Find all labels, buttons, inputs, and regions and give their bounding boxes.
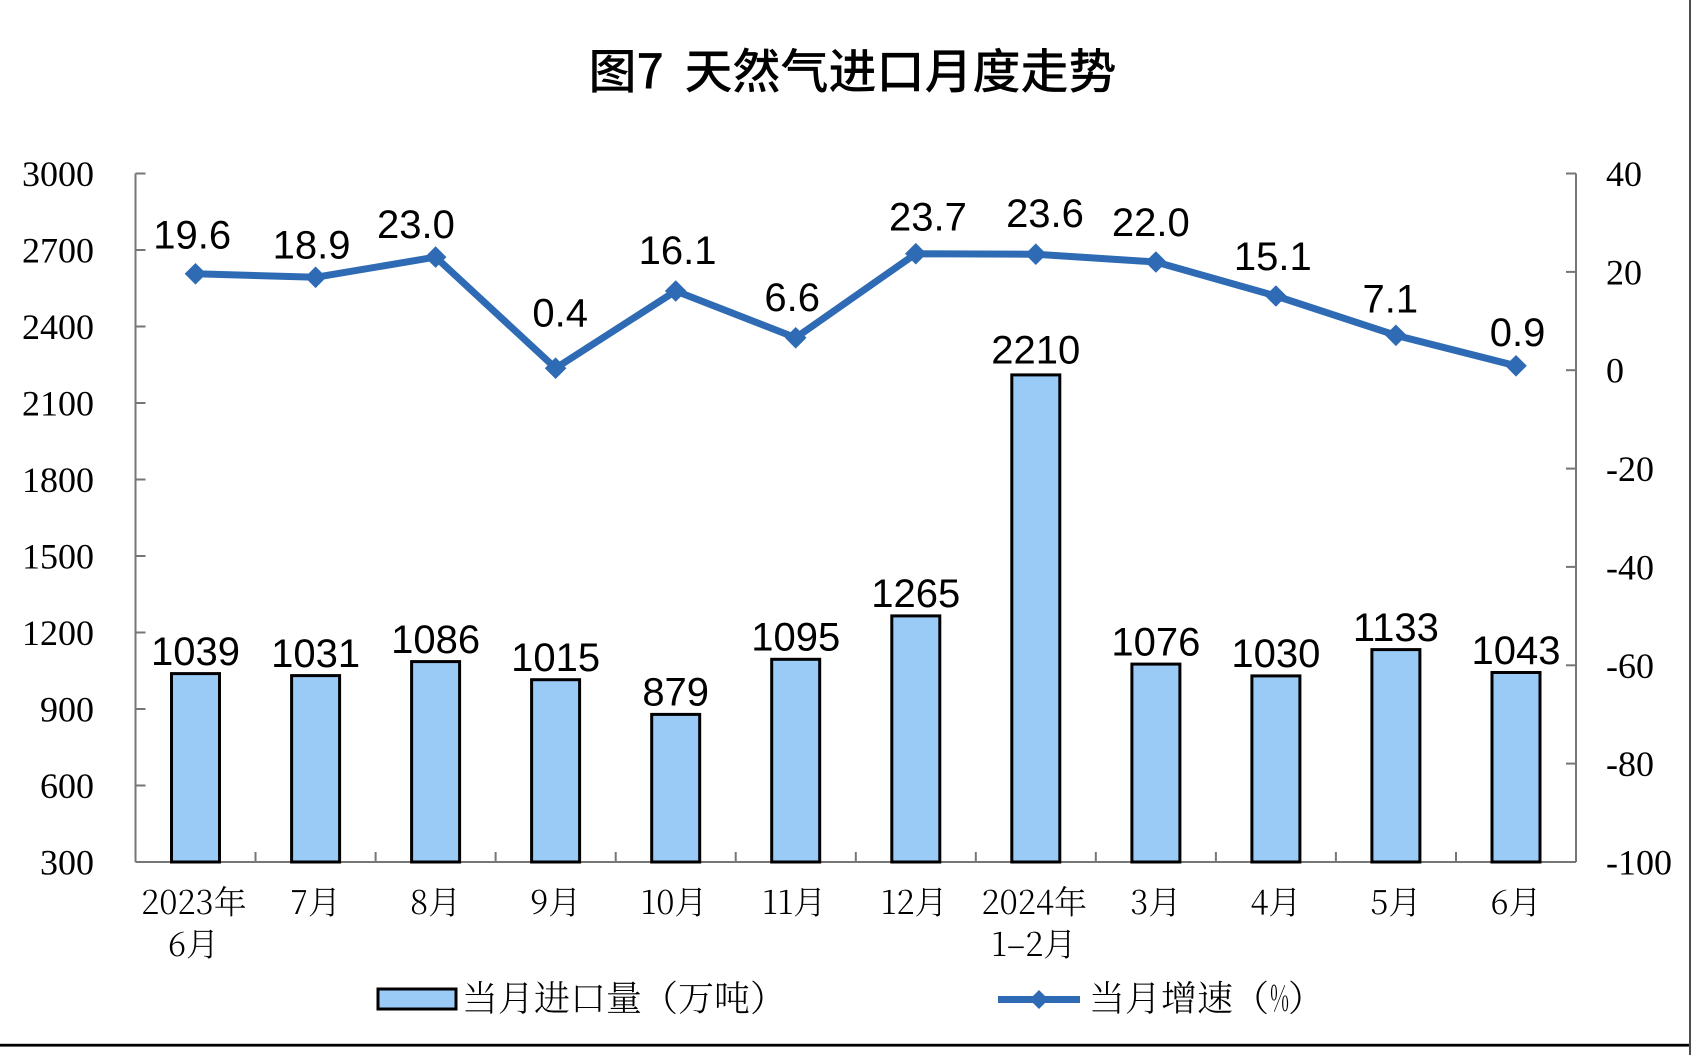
- svg-text:1800: 1800: [22, 460, 94, 500]
- svg-text:0: 0: [1606, 351, 1624, 391]
- svg-text:16.1: 16.1: [639, 229, 717, 273]
- svg-text:3000: 3000: [22, 154, 94, 194]
- svg-text:7.1: 7.1: [1362, 278, 1418, 322]
- svg-text:-60: -60: [1606, 646, 1654, 686]
- svg-text:1200: 1200: [22, 613, 94, 653]
- svg-text:1015: 1015: [511, 636, 600, 680]
- svg-text:-80: -80: [1606, 744, 1654, 784]
- svg-text:900: 900: [40, 690, 94, 730]
- svg-text:1133: 1133: [1353, 606, 1439, 650]
- svg-text:2100: 2100: [22, 384, 94, 424]
- svg-text:1265: 1265: [871, 572, 960, 616]
- svg-text:2700: 2700: [22, 231, 94, 271]
- svg-text:18.9: 18.9: [273, 223, 351, 267]
- svg-text:22.0: 22.0: [1112, 201, 1190, 245]
- svg-text:1086: 1086: [391, 618, 480, 662]
- svg-text:40: 40: [1606, 154, 1642, 194]
- svg-text:1095: 1095: [751, 616, 840, 660]
- svg-text:879: 879: [642, 671, 709, 715]
- svg-text:2210: 2210: [991, 329, 1080, 373]
- svg-text:1031: 1031: [271, 632, 360, 676]
- svg-text:1500: 1500: [22, 537, 94, 577]
- svg-text:20: 20: [1606, 252, 1642, 292]
- svg-text:19.6: 19.6: [153, 214, 231, 258]
- svg-text:1076: 1076: [1111, 620, 1200, 664]
- svg-text:2400: 2400: [22, 307, 94, 347]
- svg-text:23.7: 23.7: [889, 196, 967, 240]
- svg-text:23.0: 23.0: [377, 203, 455, 247]
- svg-text:15.1: 15.1: [1234, 235, 1312, 279]
- svg-text:1043: 1043: [1472, 629, 1561, 673]
- svg-text:-40: -40: [1606, 547, 1654, 587]
- svg-text:1030: 1030: [1231, 632, 1320, 676]
- svg-text:6.6: 6.6: [764, 276, 820, 320]
- svg-text:0.4: 0.4: [532, 292, 588, 336]
- svg-text:-100: -100: [1606, 843, 1672, 883]
- svg-text:300: 300: [40, 843, 94, 883]
- svg-text:0.9: 0.9: [1490, 311, 1546, 355]
- svg-text:1039: 1039: [151, 630, 240, 674]
- svg-text:23.6: 23.6: [1006, 192, 1084, 236]
- svg-text:600: 600: [40, 766, 94, 806]
- svg-text:-20: -20: [1606, 449, 1654, 489]
